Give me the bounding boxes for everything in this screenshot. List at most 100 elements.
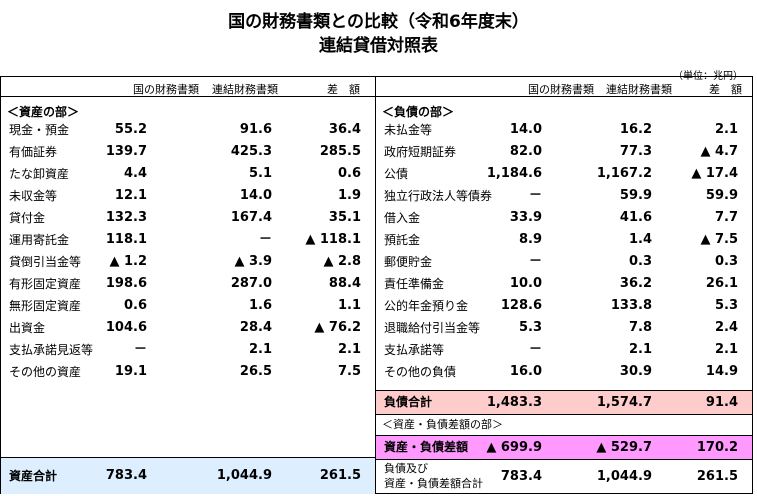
liab-total-divider	[376, 390, 752, 391]
table-row: 未払金等 14.0 16.2 2.1	[376, 119, 752, 141]
value-diff: 88.4	[328, 276, 361, 291]
liab-total-consolidated: 1,574.7	[596, 395, 652, 410]
value-national: 4.4	[123, 166, 147, 181]
table-row: 支払承諾等 － 2.1 2.1	[376, 339, 752, 361]
page-subtitle: 連結貸借対照表	[319, 36, 438, 56]
page-title: 国の財務書類との比較（令和6年度末）	[228, 12, 529, 32]
table-row: 未収金等 12.1 14.0 1.9	[1, 185, 375, 207]
row-label: 郵便貯金	[384, 255, 433, 269]
table-row: 責任準備金 10.0 36.2 26.1	[376, 273, 752, 295]
value-diff: 14.9	[705, 364, 738, 379]
value-consolidated: 59.9	[619, 188, 652, 203]
col-header-national-r: 国の財務書類	[528, 83, 594, 96]
value-diff: ▲ 17.4	[691, 166, 738, 181]
value-consolidated: 16.2	[619, 122, 652, 137]
row-label: その他の資産	[9, 365, 82, 379]
row-label: 退職給付引当金等	[384, 321, 481, 335]
assets-panel: 国の財務書類 連結財務書類 差 額 ＜資産の部＞ 現金・預金 55.2 91.6 36…	[0, 76, 376, 494]
table-row: 借入金 33.9 41.6 7.7	[376, 207, 752, 229]
table-row: 郵便貯金 － 0.3 0.3	[376, 251, 752, 273]
value-consolidated: 7.8	[628, 320, 652, 335]
row-label: 貸倒引当金等	[9, 255, 82, 269]
table-row: たな卸資産 4.4 5.1 0.6	[1, 163, 375, 185]
value-consolidated: 2.1	[248, 342, 272, 357]
value-consolidated: 30.9	[619, 364, 652, 379]
row-label: 未収金等	[9, 189, 58, 203]
value-national: 0.6	[123, 298, 147, 313]
value-diff: 59.9	[705, 188, 738, 203]
row-label: その他の負債	[384, 365, 457, 379]
value-national: 1,184.6	[486, 166, 542, 181]
value-consolidated: 1,167.2	[596, 166, 652, 181]
table-row: その他の負債 16.0 30.9 14.9	[376, 361, 752, 383]
table-row: 公的年金預り金 128.6 133.8 5.3	[376, 295, 752, 317]
liabilities-panel: 国の財務書類 連結財務書類 差 額 ＜負債の部＞ 未払金等 14.0 16.2 2.1…	[375, 76, 753, 494]
table-row: 預託金 8.9 1.4 ▲ 7.5	[376, 229, 752, 251]
col-header-diff-r: 差 額	[709, 83, 742, 96]
value-national: 14.0	[509, 122, 542, 137]
row-label: 現金・預金	[9, 123, 70, 137]
value-national: 19.1	[114, 364, 147, 379]
value-national: 16.0	[509, 364, 542, 379]
row-label: 出資金	[9, 321, 46, 335]
grand-consolidated: 1,044.9	[596, 469, 652, 484]
value-national: 12.1	[114, 188, 147, 203]
table-row: 有価証券 139.7 425.3 285.5	[1, 141, 375, 163]
value-diff: ▲ 4.7	[700, 144, 738, 159]
table-row: 有形固定資産 198.6 287.0 88.4	[1, 273, 375, 295]
table-row: 現金・預金 55.2 91.6 36.4	[1, 119, 375, 141]
liab-total-national: 1,483.3	[486, 395, 542, 410]
row-label: 支払承諾等	[384, 343, 445, 357]
value-national: 139.7	[105, 144, 147, 159]
value-consolidated: 2.1	[628, 342, 652, 357]
table-row: 無形固定資産 0.6 1.6 1.1	[1, 295, 375, 317]
row-label: 支払承諾見返等	[9, 343, 94, 357]
row-label: 公的年金預り金	[384, 299, 469, 313]
value-diff: 1.1	[337, 298, 361, 313]
row-label: 貸付金	[9, 211, 46, 225]
value-consolidated: 5.1	[248, 166, 272, 181]
value-diff: 0.6	[337, 166, 361, 181]
value-consolidated: 77.3	[619, 144, 652, 159]
liab-total-label: 負債合計	[384, 395, 433, 409]
table-row: 退職給付引当金等 5.3 7.8 2.4	[376, 317, 752, 339]
value-national: －	[528, 188, 542, 203]
value-national: －	[528, 342, 542, 357]
value-diff: 1.9	[337, 188, 361, 203]
value-diff: 5.3	[714, 298, 738, 313]
value-diff: ▲ 7.5	[700, 232, 738, 247]
row-label: たな卸資産	[9, 167, 70, 181]
value-diff: 2.1	[714, 122, 738, 137]
col-header-consolidated-r: 連結財務書類	[606, 83, 672, 96]
value-diff: 2.4	[714, 320, 738, 335]
assets-total-diff: 261.5	[319, 468, 361, 483]
liab-total-band: 負債合計 1,483.3 1,574.7 91.4	[376, 391, 752, 414]
value-national: －	[133, 342, 147, 357]
value-national: 8.9	[518, 232, 542, 247]
value-national: －	[528, 254, 542, 269]
value-consolidated: 425.3	[230, 144, 272, 159]
header-divider-r	[376, 96, 752, 97]
value-consolidated: 36.2	[619, 276, 652, 291]
value-national: 82.0	[509, 144, 542, 159]
value-national: 5.3	[518, 320, 542, 335]
value-consolidated: 1.4	[628, 232, 652, 247]
value-diff: 2.1	[337, 342, 361, 357]
value-consolidated: 0.3	[628, 254, 652, 269]
grand-diff: 261.5	[696, 469, 738, 484]
value-diff: ▲ 118.1	[305, 232, 361, 247]
row-label: 独立行政法人等債券	[384, 189, 493, 203]
value-national: 10.0	[509, 276, 542, 291]
assets-total-label: 資産合計	[9, 469, 58, 483]
table-row: 政府短期証券 82.0 77.3 ▲ 4.7	[376, 141, 752, 163]
row-label: 有価証券	[9, 145, 58, 159]
row-label: 政府短期証券	[384, 145, 457, 159]
value-consolidated: 133.8	[610, 298, 652, 313]
value-diff: 7.5	[337, 364, 361, 379]
table-row: 運用寄託金 118.1 － ▲ 118.1	[1, 229, 375, 251]
value-diff: 36.4	[328, 122, 361, 137]
net-consolidated: ▲ 529.7	[596, 440, 652, 455]
grand-label: 負債及び 資産・負債差額合計	[384, 461, 483, 491]
row-label: 預託金	[384, 233, 421, 247]
value-national: 118.1	[105, 232, 147, 247]
